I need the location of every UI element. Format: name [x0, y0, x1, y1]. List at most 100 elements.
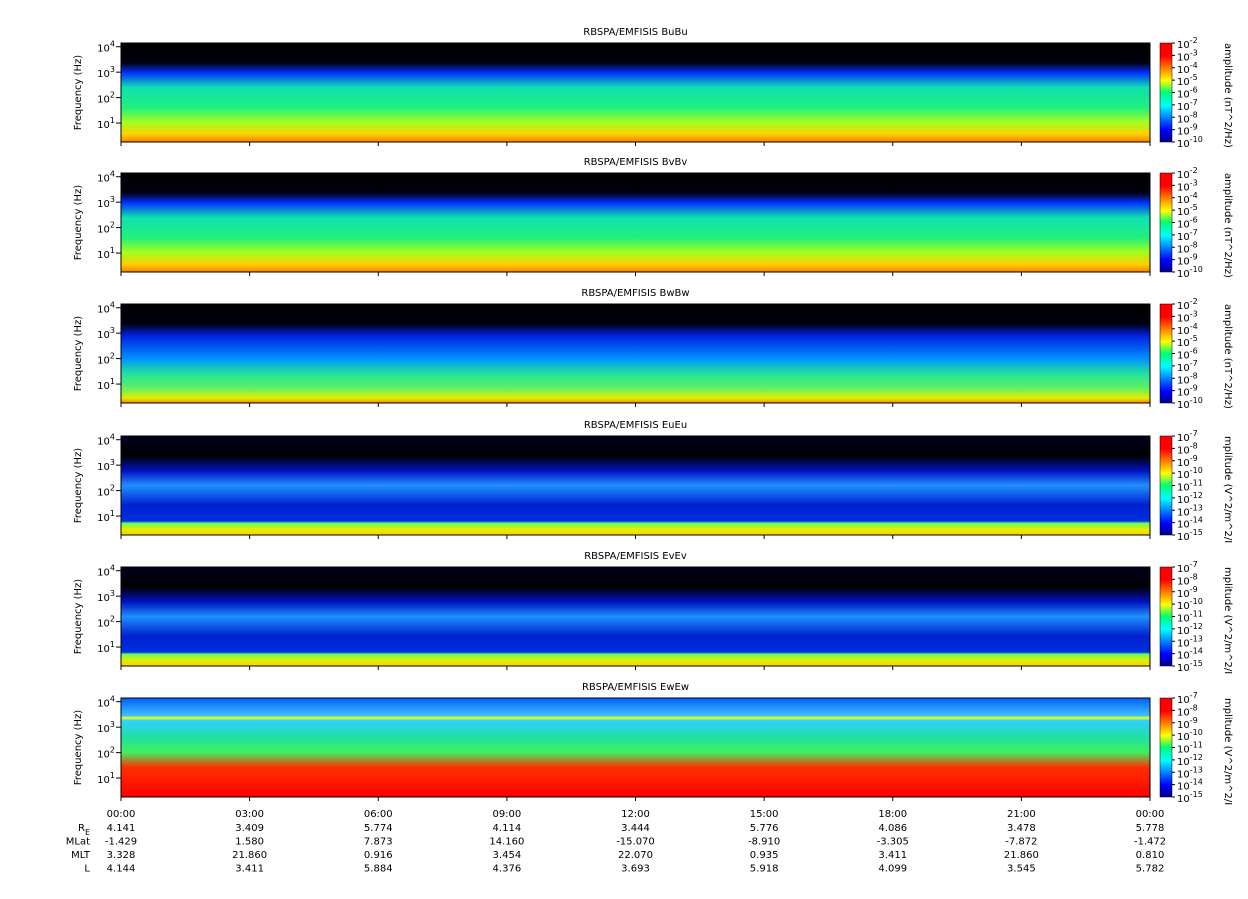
- colorbar-tick-label: 10-11: [1177, 478, 1203, 494]
- colorbar-tick-label: 10-2: [1177, 36, 1198, 52]
- y-tick-label: 101: [97, 116, 115, 132]
- colorbar-tick-label: 10-11: [1177, 609, 1203, 625]
- panel-title: RBSPA/EMFISIS BvBv: [584, 157, 688, 168]
- y-tick-label: 101: [97, 640, 115, 656]
- y-axis-label: Frequency (Hz): [73, 710, 84, 786]
- y-tick-label: 102: [97, 90, 115, 106]
- y-tick-label: 101: [97, 246, 115, 262]
- colorbar-tick-label: 10-9: [1177, 584, 1198, 600]
- colorbar-tick-label: 10-7: [1177, 358, 1198, 374]
- colorbar-tick-label: 10-9: [1177, 252, 1198, 268]
- ephemeris-value: -7.872: [1005, 837, 1037, 848]
- colorbar-tick-label: 10-10: [1177, 597, 1203, 613]
- y-tick-label: 103: [97, 458, 115, 474]
- panel-title: RBSPA/EMFISIS EwEw: [582, 682, 689, 693]
- colorbar-tick-label: 10-3: [1177, 178, 1198, 194]
- colorbar-tick-label: 10-9: [1177, 122, 1198, 138]
- colorbar-tick-label: 10-15: [1177, 528, 1203, 544]
- y-tick-label: 102: [97, 483, 115, 499]
- x-tick-label: 21:00: [1007, 809, 1036, 820]
- y-tick-label: 104: [97, 694, 115, 710]
- ephemeris-name: MLT: [71, 850, 91, 861]
- ephemeris-value: 4.099: [878, 864, 907, 875]
- colorbar-label: mplitude (V^2/m^2/I: [1222, 436, 1233, 543]
- colorbar-tick-label: 10-10: [1177, 466, 1203, 482]
- colorbar-tick-label: 10-10: [1177, 396, 1203, 412]
- ephemeris-value: 7.873: [364, 837, 393, 848]
- y-tick-label: 101: [97, 509, 115, 525]
- colorbar-tick-label: 10-10: [1177, 265, 1203, 281]
- y-tick-label: 101: [97, 771, 115, 787]
- ephemeris-value: 3.411: [235, 864, 264, 875]
- y-tick-label: 104: [97, 169, 115, 185]
- colorbar-tick-label: 10-8: [1177, 703, 1198, 719]
- ephemeris-value: 1.580: [235, 837, 264, 848]
- colorbar-tick-label: 10-7: [1177, 97, 1198, 113]
- colorbar-tick-label: 10-4: [1177, 321, 1198, 337]
- y-tick-label: 101: [97, 377, 115, 393]
- ephemeris-value: 22.070: [618, 850, 653, 861]
- ephemeris-value: 4.144: [107, 864, 136, 875]
- colorbar: [1159, 172, 1173, 273]
- colorbar-tick-label: 10-15: [1177, 659, 1203, 675]
- colorbar: [1159, 566, 1173, 667]
- ephemeris-value: -15.070: [616, 837, 655, 848]
- colorbar: [1159, 697, 1173, 798]
- ephemeris-name: RE: [78, 823, 90, 837]
- ephemeris-value: 3.328: [107, 850, 136, 861]
- colorbar-label: amplitude (nT^2/Hz): [1222, 173, 1233, 278]
- colorbar-tick-label: 10-9: [1177, 453, 1198, 469]
- panel-title: RBSPA/EMFISIS BwBw: [581, 288, 689, 299]
- colorbar-tick-label: 10-4: [1177, 190, 1198, 206]
- colorbar-tick-label: 10-8: [1177, 441, 1198, 457]
- colorbar-tick-label: 10-13: [1177, 503, 1203, 519]
- y-tick-label: 102: [97, 614, 115, 630]
- y-tick-label: 102: [97, 351, 115, 367]
- colorbar-label: amplitude (nT^2/Hz): [1222, 304, 1233, 409]
- ephemeris-value: 5.918: [750, 864, 779, 875]
- colorbar: [1159, 303, 1173, 404]
- ephemeris-value: 5.778: [1136, 823, 1165, 834]
- colorbar-tick-label: 10-8: [1177, 371, 1198, 387]
- colorbar-tick-label: 10-11: [1177, 740, 1203, 756]
- ephemeris-value: -8.910: [748, 837, 780, 848]
- colorbar-tick-label: 10-4: [1177, 60, 1198, 76]
- y-tick-label: 102: [97, 745, 115, 761]
- y-axis-label: Frequency (Hz): [73, 55, 84, 131]
- panel-title: RBSPA/EMFISIS EvEv: [584, 551, 687, 562]
- ephemeris-value: 21.860: [232, 850, 267, 861]
- colorbar-tick-label: 10-5: [1177, 203, 1198, 219]
- colorbar-tick-label: 10-7: [1177, 560, 1198, 576]
- ephemeris-value: 3.409: [235, 823, 264, 834]
- colorbar-tick-label: 10-9: [1177, 715, 1198, 731]
- colorbar-tick-label: 10-7: [1177, 227, 1198, 243]
- ephemeris-value: -1.472: [1134, 837, 1166, 848]
- colorbar-tick-label: 10-14: [1177, 646, 1203, 662]
- spectrogram-image: [121, 304, 1150, 403]
- panel-title: RBSPA/EMFISIS EuEu: [584, 420, 687, 431]
- spectrogram-image: [121, 698, 1150, 797]
- colorbar-tick-label: 10-10: [1177, 728, 1203, 744]
- colorbar-tick-label: 10-8: [1177, 240, 1198, 256]
- x-tick-label: 09:00: [492, 809, 521, 820]
- ephemeris-value: 3.693: [621, 864, 650, 875]
- ephemeris-name: L: [84, 864, 90, 875]
- ephemeris-value: 3.444: [621, 823, 650, 834]
- colorbar-tick-label: 10-3: [1177, 309, 1198, 325]
- ephemeris-value: 3.545: [1007, 864, 1036, 875]
- ephemeris-value: 3.454: [493, 850, 522, 861]
- y-tick-label: 104: [97, 432, 115, 448]
- ephemeris-value: 4.376: [493, 864, 522, 875]
- ephemeris-value: 21.860: [1004, 850, 1039, 861]
- colorbar-tick-label: 10-2: [1177, 297, 1198, 313]
- colorbar-tick-label: 10-14: [1177, 515, 1203, 531]
- colorbar-tick-label: 10-8: [1177, 572, 1198, 588]
- colorbar-tick-label: 10-5: [1177, 334, 1198, 350]
- x-tick-label: 15:00: [750, 809, 779, 820]
- colorbar-tick-label: 10-12: [1177, 752, 1203, 768]
- ephemeris-value: 3.478: [1007, 823, 1036, 834]
- y-tick-label: 103: [97, 720, 115, 736]
- colorbar-tick-label: 10-13: [1177, 634, 1203, 650]
- y-tick-label: 104: [97, 39, 115, 55]
- ephemeris-name: MLat: [66, 837, 90, 848]
